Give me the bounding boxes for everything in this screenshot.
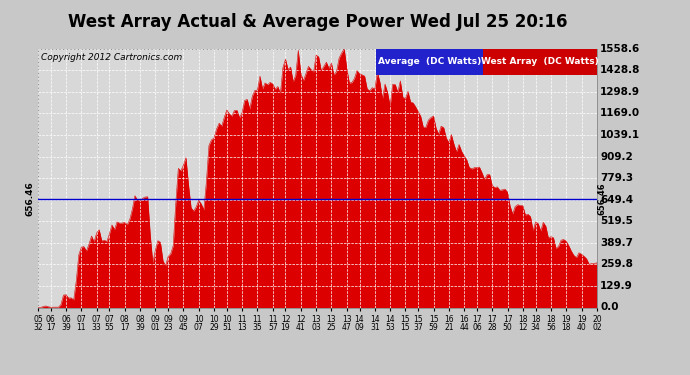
Text: 389.7: 389.7 bbox=[600, 238, 633, 248]
Text: Copyright 2012 Cartronics.com: Copyright 2012 Cartronics.com bbox=[41, 53, 183, 62]
Text: 259.8: 259.8 bbox=[600, 260, 633, 269]
Text: 1558.6: 1558.6 bbox=[600, 44, 640, 54]
Text: 656.46: 656.46 bbox=[598, 182, 607, 215]
Text: 1298.9: 1298.9 bbox=[600, 87, 640, 97]
Text: 0.0: 0.0 bbox=[600, 303, 619, 312]
Text: 1169.0: 1169.0 bbox=[600, 108, 640, 118]
Text: 656.46: 656.46 bbox=[26, 181, 34, 216]
Text: 1428.8: 1428.8 bbox=[600, 65, 641, 75]
Text: 909.2: 909.2 bbox=[600, 152, 633, 162]
Text: West Array Actual & Average Power Wed Jul 25 20:16: West Array Actual & Average Power Wed Ju… bbox=[68, 13, 567, 31]
Text: 779.3: 779.3 bbox=[600, 173, 633, 183]
Text: 519.5: 519.5 bbox=[600, 216, 633, 226]
Text: Average  (DC Watts): Average (DC Watts) bbox=[378, 57, 481, 66]
Text: West Array  (DC Watts): West Array (DC Watts) bbox=[481, 57, 599, 66]
Text: 1039.1: 1039.1 bbox=[600, 130, 640, 140]
Text: 649.4: 649.4 bbox=[600, 195, 633, 205]
Text: 129.9: 129.9 bbox=[600, 281, 633, 291]
